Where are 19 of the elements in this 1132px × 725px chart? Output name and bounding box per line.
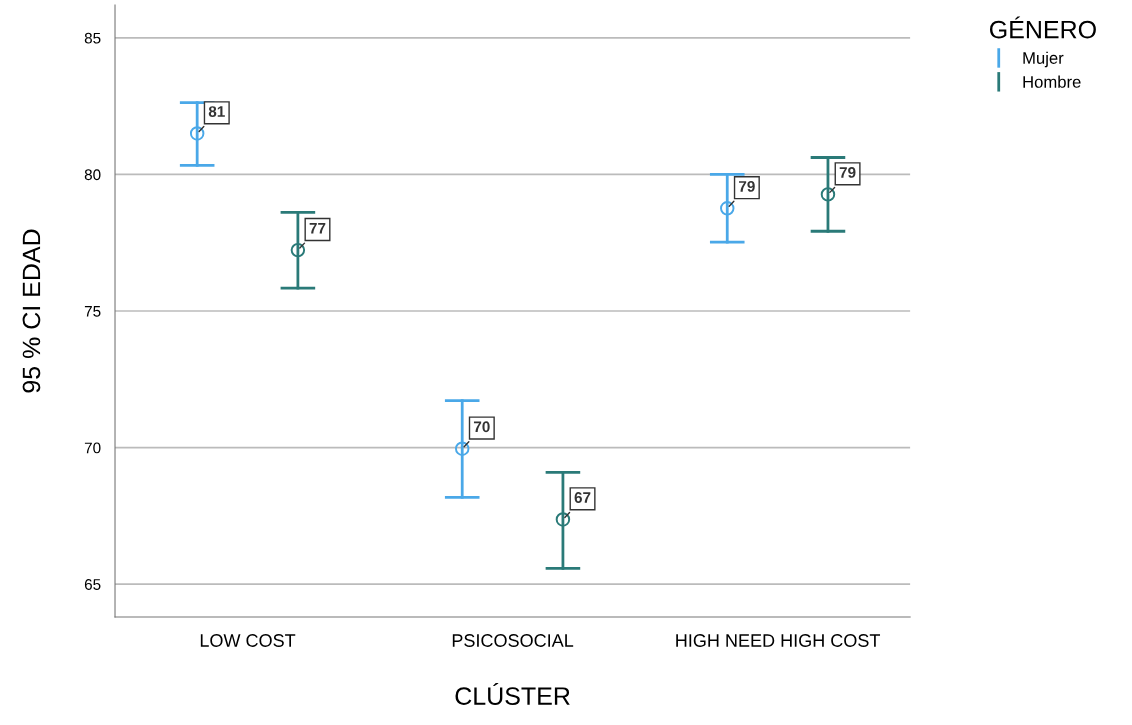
y-tick-label: 75	[84, 306, 101, 317]
data-label: 79	[839, 167, 856, 178]
data-label: 67	[574, 492, 591, 503]
data-label: 77	[309, 222, 326, 234]
legend-label: Mujer	[1023, 51, 1064, 68]
x-tick-label: LOW COST	[200, 634, 296, 647]
x-tick-label: HIGH NEED HIGH COST	[676, 634, 881, 647]
y-tick-label: 70	[84, 442, 101, 454]
y-tick-label: 65	[84, 579, 101, 590]
y-tick-label: 80	[84, 169, 101, 181]
legend-title: GÉNERO	[990, 16, 1096, 39]
data-label: 81	[208, 106, 225, 117]
y-axis-title: 95 % CI EDAD	[22, 229, 41, 393]
legend-label: Hombre	[1023, 75, 1081, 88]
data-label: 70	[473, 421, 490, 433]
y-tick-label: 85	[84, 32, 101, 44]
data-label: 79	[739, 180, 755, 192]
x-axis-title: CLÚSTER	[455, 683, 570, 705]
x-tick-label: PSICOSOCIAL	[452, 634, 574, 647]
